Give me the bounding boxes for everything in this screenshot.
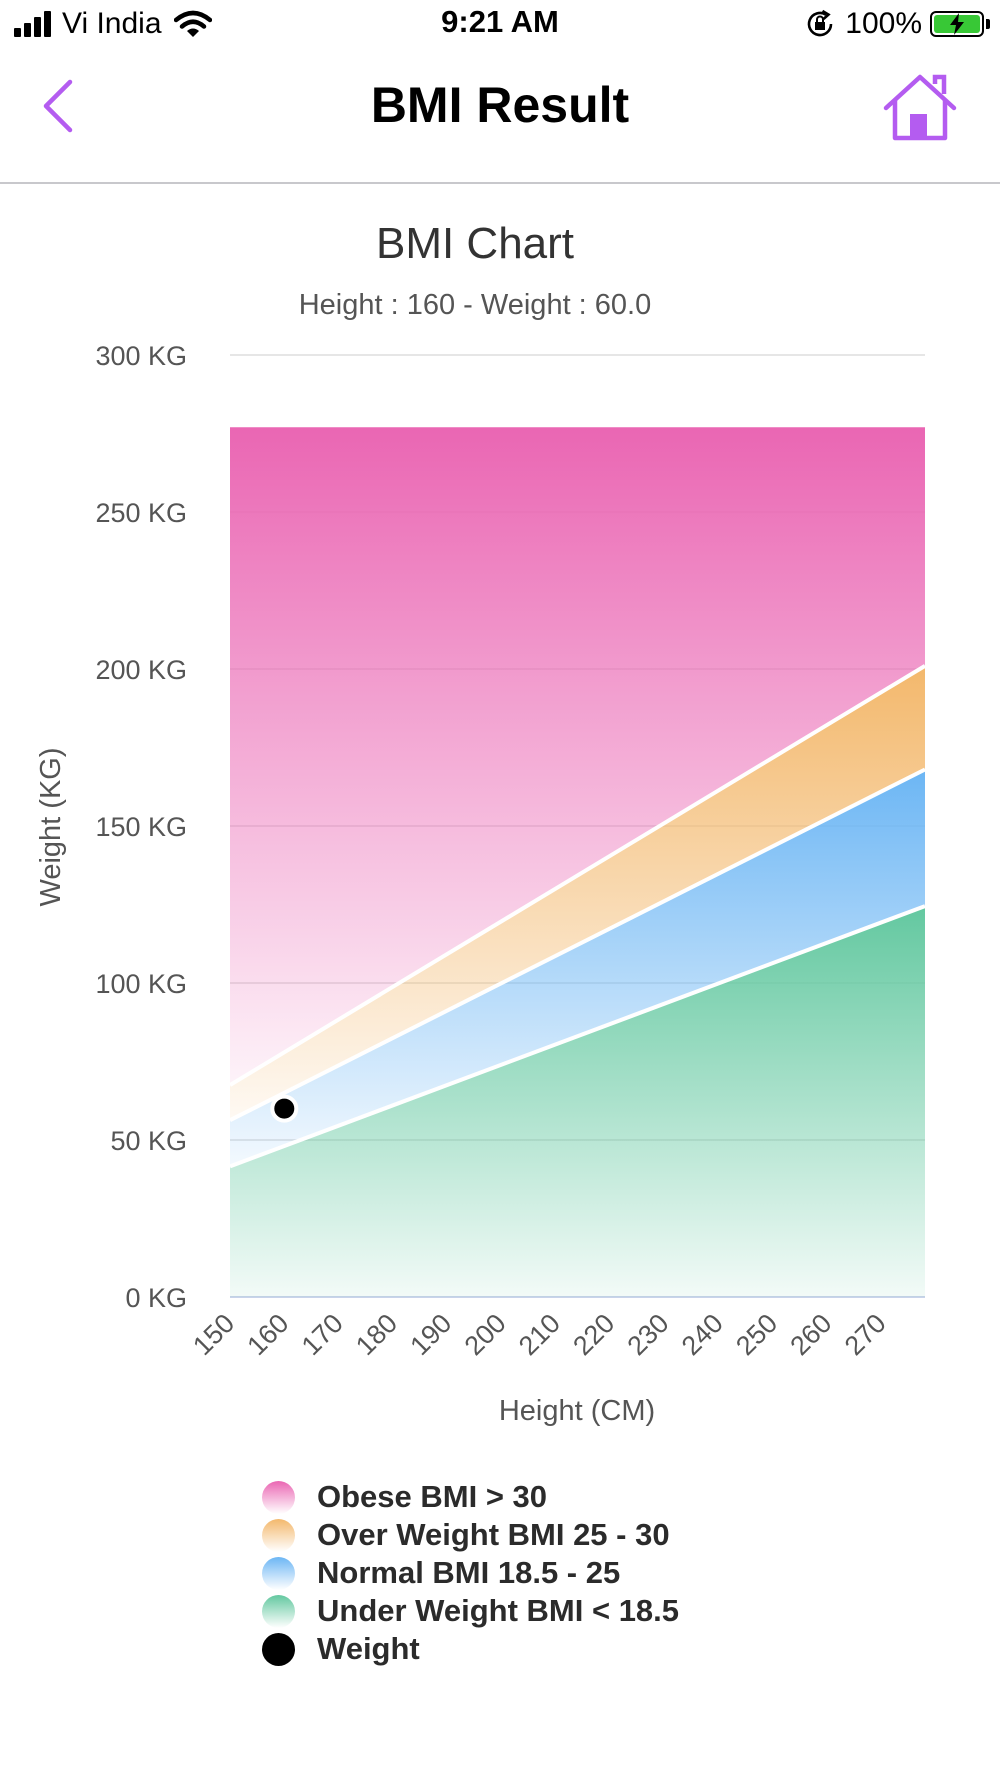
- x-tick-label: 260: [784, 1308, 837, 1361]
- legend-marker: [262, 1632, 295, 1666]
- back-button[interactable]: [30, 76, 90, 136]
- band-normal: [230, 769, 925, 1167]
- status-bar: Vi India 9:21 AM 100%: [0, 0, 1000, 50]
- status-left: Vi India: [14, 4, 212, 44]
- y-tick-label: 250 KG: [95, 498, 187, 528]
- legend-label: Over Weight BMI 25 - 30: [317, 1517, 670, 1552]
- y-axis-label: Weight (KG): [35, 747, 67, 906]
- x-tick-label: 250: [730, 1308, 783, 1361]
- chart-legend: Obese BMI > 30 Over Weight BMI 25 - 30 Nor…: [262, 1478, 679, 1668]
- home-icon: [883, 74, 957, 141]
- chevron-left-icon: [43, 79, 73, 133]
- legend-item-normal: Normal BMI 18.5 - 25: [262, 1554, 679, 1592]
- band-boundary-line: [228, 664, 927, 1087]
- y-tick-label: 50 KG: [110, 1126, 187, 1156]
- page-title: BMI Result: [370, 77, 630, 133]
- navigation-bar: BMI Result: [0, 50, 1000, 184]
- legend-item-underweight: Under Weight BMI < 18.5: [262, 1592, 679, 1630]
- legend-label: Under Weight BMI < 18.5: [317, 1593, 680, 1628]
- legend-marker: [262, 1518, 295, 1552]
- legend-marker: [262, 1594, 295, 1628]
- x-tick-label: 240: [676, 1308, 729, 1361]
- battery-icon: [930, 11, 984, 37]
- legend-item-weight: Weight: [262, 1630, 679, 1668]
- x-tick-label: 150: [187, 1308, 240, 1361]
- y-tick-label: 200 KG: [95, 655, 187, 685]
- x-tick-label: 170: [296, 1308, 349, 1361]
- legend-item-overweight: Over Weight BMI 25 - 30: [262, 1516, 679, 1554]
- x-axis-label: Height (CM): [499, 1395, 655, 1427]
- y-tick-label: 0 KG: [125, 1283, 187, 1313]
- y-tick-label: 100 KG: [95, 969, 187, 999]
- bmi-chart-svg: BMI Chart Height : 160 - Weight : 60.0 0 K…: [35, 219, 927, 1427]
- battery-percent: 100%: [845, 7, 922, 40]
- legend-marker: [262, 1480, 295, 1514]
- wifi-icon: [173, 10, 212, 37]
- carrier-name: Vi India: [62, 7, 162, 40]
- legend-item-obese: Obese BMI > 30: [262, 1478, 679, 1516]
- band-underweight: [230, 906, 925, 1297]
- chart-subtitle: Height : 160 - Weight : 60.0: [299, 289, 652, 321]
- x-tick-label: 210: [513, 1308, 566, 1361]
- y-tick-label: 150 KG: [95, 812, 187, 842]
- band-boundary-line: [229, 767, 926, 1123]
- legend-label: Obese BMI > 30: [317, 1479, 548, 1514]
- legend-marker: [262, 1556, 295, 1590]
- signal-icon: [14, 11, 54, 37]
- weight-point: [270, 1094, 299, 1123]
- x-tick-label: 200: [459, 1308, 512, 1361]
- x-tick-label: 190: [404, 1308, 457, 1361]
- status-right: 100%: [805, 4, 990, 44]
- band-boundary-line: [229, 904, 926, 1169]
- x-tick-label: 220: [567, 1308, 620, 1361]
- x-tick-label: 180: [350, 1308, 403, 1361]
- status-time: 9:21 AM: [441, 4, 559, 39]
- y-tick-label: 300 KG: [95, 341, 187, 371]
- bmi-chart: BMI Chart Height : 160 - Weight : 60.0 0 K…: [0, 190, 1000, 1640]
- x-tick-label: 160: [241, 1308, 294, 1361]
- legend-label: Weight: [317, 1631, 420, 1666]
- battery-cap: [986, 19, 990, 29]
- x-tick-label: 270: [839, 1308, 892, 1361]
- chart-title: BMI Chart: [376, 219, 574, 268]
- orientation-lock-icon: [807, 9, 833, 37]
- band-obese: [230, 427, 925, 1086]
- legend-label: Normal BMI 18.5 - 25: [317, 1555, 621, 1590]
- band-overweight: [230, 665, 925, 1121]
- x-tick-label: 230: [622, 1308, 675, 1361]
- home-button[interactable]: [882, 72, 958, 142]
